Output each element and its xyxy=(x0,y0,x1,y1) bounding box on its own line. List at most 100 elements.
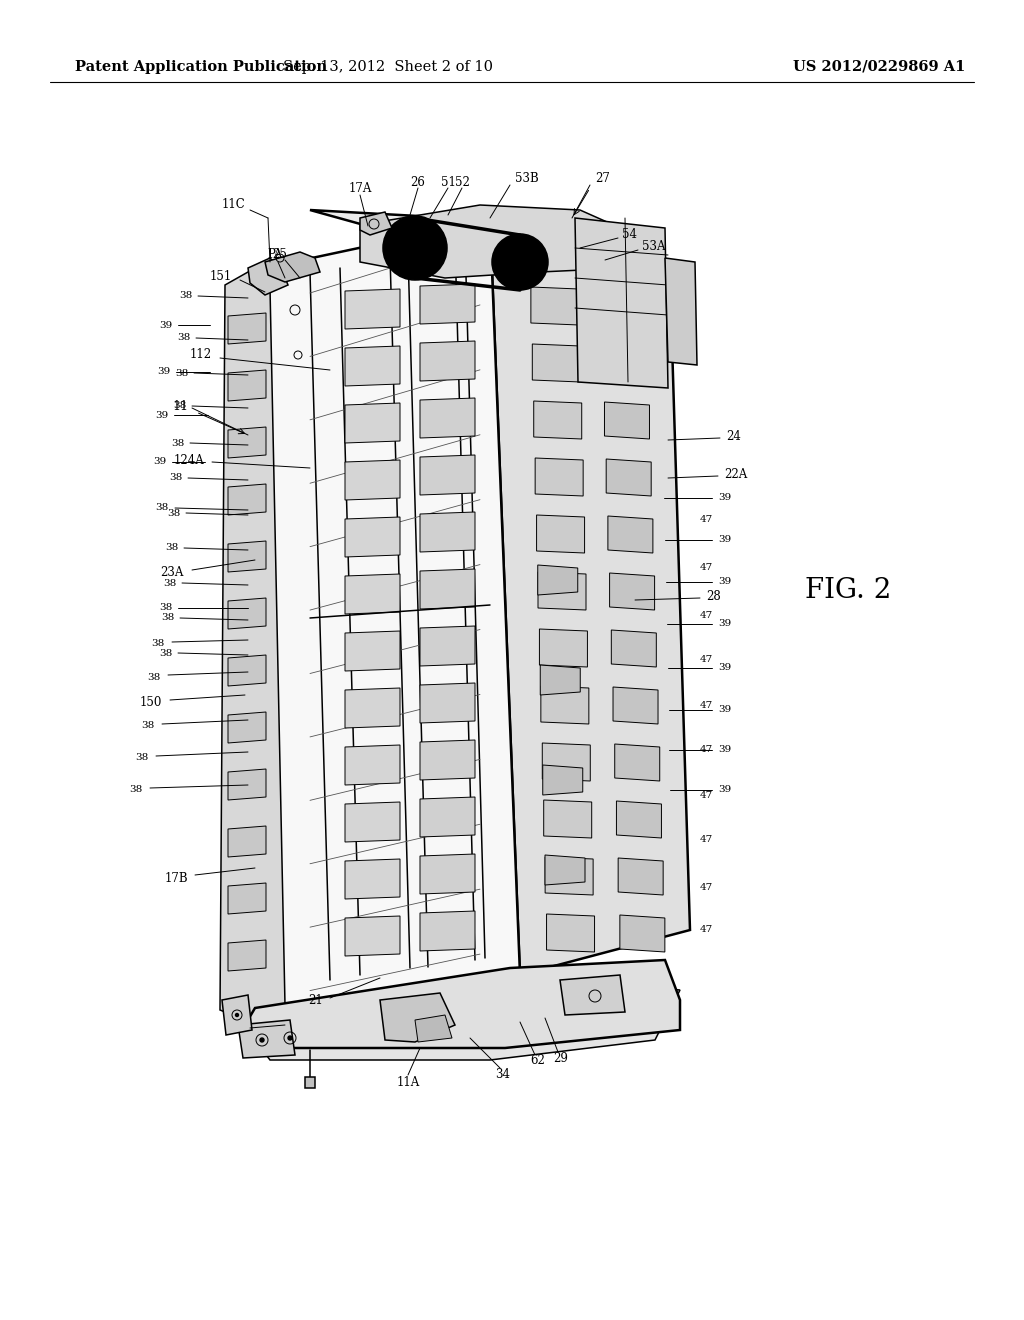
Text: 11: 11 xyxy=(172,400,188,412)
Polygon shape xyxy=(532,345,581,381)
Polygon shape xyxy=(601,288,646,325)
Polygon shape xyxy=(228,883,266,913)
Text: PA: PA xyxy=(267,248,283,261)
Polygon shape xyxy=(420,512,475,552)
Polygon shape xyxy=(380,993,455,1041)
Text: 38: 38 xyxy=(152,639,165,648)
Text: 38: 38 xyxy=(165,544,178,553)
Polygon shape xyxy=(265,220,520,1005)
Text: 47: 47 xyxy=(700,791,714,800)
Circle shape xyxy=(383,216,447,280)
Text: 39: 39 xyxy=(718,664,731,672)
Text: 39: 39 xyxy=(718,494,731,503)
Polygon shape xyxy=(530,286,579,325)
Circle shape xyxy=(395,228,435,268)
Polygon shape xyxy=(420,797,475,837)
Text: 21: 21 xyxy=(308,994,323,1007)
Polygon shape xyxy=(345,403,400,444)
Text: 17A: 17A xyxy=(348,181,372,194)
Polygon shape xyxy=(575,218,668,388)
Text: 38: 38 xyxy=(179,292,193,301)
Text: 38: 38 xyxy=(135,754,148,763)
Polygon shape xyxy=(360,205,625,279)
Circle shape xyxy=(437,246,443,251)
Polygon shape xyxy=(534,401,582,440)
Polygon shape xyxy=(345,744,400,785)
Text: 29: 29 xyxy=(554,1052,568,1064)
Polygon shape xyxy=(415,1015,452,1041)
Text: 53A: 53A xyxy=(642,240,666,253)
Text: 11C: 11C xyxy=(221,198,245,211)
Polygon shape xyxy=(228,711,266,743)
Circle shape xyxy=(513,255,527,269)
Polygon shape xyxy=(541,686,589,723)
Text: 38: 38 xyxy=(155,503,168,512)
Polygon shape xyxy=(255,975,680,1060)
Text: 34: 34 xyxy=(496,1068,511,1081)
Polygon shape xyxy=(543,743,590,781)
Text: 54: 54 xyxy=(622,228,637,242)
Polygon shape xyxy=(345,574,400,614)
Polygon shape xyxy=(240,268,280,1018)
Circle shape xyxy=(407,240,423,256)
Polygon shape xyxy=(420,341,475,381)
Text: 11A: 11A xyxy=(396,1076,420,1089)
Polygon shape xyxy=(545,857,593,895)
Polygon shape xyxy=(345,803,400,842)
Text: 38: 38 xyxy=(177,334,190,342)
Text: Patent Application Publication: Patent Application Publication xyxy=(75,59,327,74)
Text: 51: 51 xyxy=(440,176,456,189)
Polygon shape xyxy=(616,801,662,838)
Text: 47: 47 xyxy=(700,746,714,755)
Polygon shape xyxy=(345,346,400,385)
Circle shape xyxy=(492,234,548,290)
Polygon shape xyxy=(245,960,680,1048)
Polygon shape xyxy=(228,426,266,458)
Polygon shape xyxy=(420,854,475,894)
Text: 39: 39 xyxy=(159,321,172,330)
Polygon shape xyxy=(545,855,585,884)
Text: 17B: 17B xyxy=(165,871,188,884)
Text: 150: 150 xyxy=(139,696,162,709)
Text: 38: 38 xyxy=(129,785,142,795)
Text: 38: 38 xyxy=(175,368,188,378)
Text: 47: 47 xyxy=(700,883,714,892)
Polygon shape xyxy=(305,1077,315,1088)
Polygon shape xyxy=(611,630,656,667)
Text: 124A: 124A xyxy=(173,454,204,466)
Text: 39: 39 xyxy=(718,619,731,628)
Text: 38: 38 xyxy=(173,401,186,411)
Text: 52: 52 xyxy=(455,176,469,189)
Polygon shape xyxy=(536,458,583,496)
Circle shape xyxy=(236,1014,239,1016)
Text: FIG. 2: FIG. 2 xyxy=(805,577,891,603)
Text: 39: 39 xyxy=(718,705,731,714)
Text: 47: 47 xyxy=(700,701,714,710)
Circle shape xyxy=(412,271,418,276)
Polygon shape xyxy=(310,210,670,279)
Text: 38: 38 xyxy=(140,722,154,730)
Text: 39: 39 xyxy=(718,536,731,544)
Polygon shape xyxy=(345,631,400,671)
Polygon shape xyxy=(228,541,266,572)
Text: 62: 62 xyxy=(530,1055,546,1068)
Text: 38: 38 xyxy=(171,438,184,447)
Text: 39: 39 xyxy=(157,367,170,376)
Text: 38: 38 xyxy=(161,614,174,623)
Polygon shape xyxy=(620,915,665,952)
Circle shape xyxy=(288,1036,292,1040)
Polygon shape xyxy=(345,517,400,557)
Text: 22A: 22A xyxy=(724,469,748,482)
Polygon shape xyxy=(420,911,475,950)
Text: Sep. 13, 2012  Sheet 2 of 10: Sep. 13, 2012 Sheet 2 of 10 xyxy=(283,59,493,74)
Text: 39: 39 xyxy=(153,458,166,466)
Text: 53B: 53B xyxy=(515,173,539,186)
Circle shape xyxy=(260,1038,264,1041)
Polygon shape xyxy=(265,252,319,282)
Polygon shape xyxy=(544,800,592,838)
Polygon shape xyxy=(345,859,400,899)
Polygon shape xyxy=(228,484,266,515)
Polygon shape xyxy=(228,313,266,345)
Polygon shape xyxy=(543,766,583,795)
Polygon shape xyxy=(420,569,475,609)
